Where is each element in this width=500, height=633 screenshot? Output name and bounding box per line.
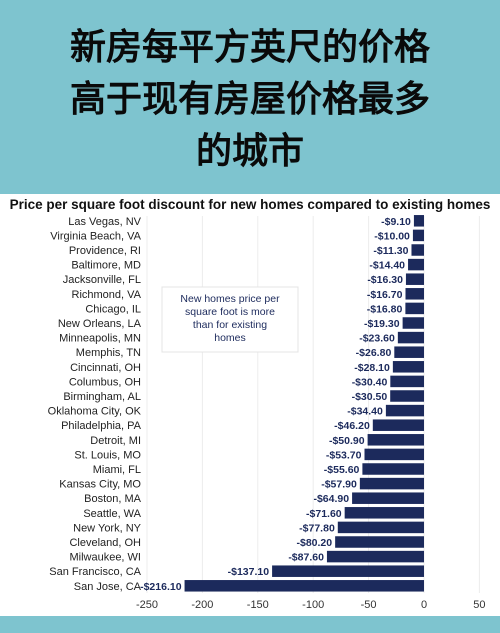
value-label: -$55.60 xyxy=(324,464,360,476)
category-label: New York, NY xyxy=(73,522,142,534)
value-label: -$71.60 xyxy=(306,508,342,520)
category-label: Baltimore, MD xyxy=(71,260,141,272)
bar xyxy=(337,521,424,534)
bar xyxy=(364,448,424,461)
x-tick-label: -150 xyxy=(247,599,269,611)
bar xyxy=(272,565,424,577)
value-label: -$16.30 xyxy=(367,274,403,286)
bar xyxy=(405,288,424,300)
category-label: Virginia Beach, VA xyxy=(50,230,141,242)
category-label: Boston, MA xyxy=(84,493,142,505)
bar xyxy=(412,229,424,242)
value-label: -$64.90 xyxy=(313,493,349,505)
value-label: -$30.40 xyxy=(352,376,388,388)
value-label: -$87.60 xyxy=(288,552,324,564)
value-label: -$34.40 xyxy=(347,406,383,418)
gridlines xyxy=(146,216,480,593)
annotation-box: New homes price per square foot is more th… xyxy=(161,286,299,353)
category-label: Richmond, VA xyxy=(72,289,142,301)
bar xyxy=(359,477,424,490)
bar xyxy=(352,492,424,504)
bar xyxy=(390,375,424,388)
category-label: Philadelphia, PA xyxy=(61,420,142,432)
bar xyxy=(335,536,424,548)
bar xyxy=(408,258,424,271)
category-label: Jacksonville, FL xyxy=(63,274,141,286)
category-label: Memphis, TN xyxy=(76,347,141,359)
value-label: -$9.10 xyxy=(381,216,411,228)
x-axis-ticks: -250 -200 -150 -100 -50 0 50 xyxy=(136,599,486,611)
bar xyxy=(397,331,424,344)
category-label: Miami, FL xyxy=(93,464,141,476)
value-label: -$30.50 xyxy=(352,391,388,403)
headline-line-3: 的城市 xyxy=(195,131,304,172)
bar xyxy=(411,244,424,256)
bars: Las Vegas, NV -$9.10 Virginia Beach, VA -$1… xyxy=(48,215,424,593)
value-label: -$80.20 xyxy=(297,537,333,549)
value-label: -$137.10 xyxy=(228,566,270,578)
value-label: -$28.10 xyxy=(354,362,390,374)
category-label: Oklahoma City, OK xyxy=(48,406,142,418)
category-label: Birmingham, AL xyxy=(63,391,141,403)
value-label: -$10.00 xyxy=(374,230,410,242)
category-label: Seattle, WA xyxy=(83,508,141,520)
value-label: -$16.70 xyxy=(367,289,403,301)
category-label: Kansas City, MO xyxy=(59,479,141,491)
headline-line-1: 新房每平方英尺的价格 xyxy=(69,27,430,68)
headline-line-2: 高于现有房屋价格最多 xyxy=(69,79,430,120)
category-label: Minneapolis, MN xyxy=(59,333,141,345)
bar xyxy=(390,390,424,402)
footer-band xyxy=(0,616,500,633)
x-tick-label: -250 xyxy=(136,599,158,611)
value-label: -$16.80 xyxy=(367,303,403,315)
bar xyxy=(326,550,424,563)
value-label: -$14.40 xyxy=(369,260,405,272)
category-label: Columbus, OH xyxy=(69,376,141,388)
bar xyxy=(413,215,424,227)
category-label: Las Vegas, NV xyxy=(68,216,141,228)
x-tick-label: -100 xyxy=(302,599,324,611)
bar xyxy=(344,507,424,519)
bar xyxy=(372,419,424,431)
category-label: New Orleans, LA xyxy=(58,318,142,330)
category-label: Cleveland, OH xyxy=(69,537,141,549)
value-label: -$11.30 xyxy=(373,245,408,257)
category-label: San Jose, CA xyxy=(74,581,142,593)
category-label: Detroit, MI xyxy=(90,435,141,447)
bar xyxy=(394,346,424,358)
chart-title: Price per square foot discount for new h… xyxy=(9,197,491,212)
value-label: -$50.90 xyxy=(329,435,365,447)
bar xyxy=(385,404,424,417)
value-label: -$57.90 xyxy=(321,479,357,491)
x-tick-label: 50 xyxy=(473,599,485,611)
value-label: -$77.80 xyxy=(299,522,335,534)
value-label: -$53.70 xyxy=(326,449,362,461)
headline-banner: 新房每平方英尺的价格 高于现有房屋价格最多 的城市 xyxy=(0,0,500,192)
value-label: -$46.20 xyxy=(334,420,370,432)
bar xyxy=(367,434,424,446)
category-label: St. Louis, MO xyxy=(74,449,141,461)
category-label: Milwaukee, WI xyxy=(69,552,141,564)
value-label: -$23.60 xyxy=(359,333,395,345)
x-tick-label: -200 xyxy=(191,599,213,611)
bar xyxy=(405,302,424,315)
x-tick-label: -50 xyxy=(361,599,377,611)
bar xyxy=(402,317,424,329)
bar xyxy=(362,463,424,475)
bar xyxy=(184,580,424,592)
category-label: Chicago, IL xyxy=(85,303,141,315)
category-label: Cincinnati, OH xyxy=(70,362,141,374)
bar xyxy=(405,273,424,285)
value-label: -$216.10 xyxy=(140,581,182,593)
category-label: Providence, RI xyxy=(69,245,141,257)
value-label: -$19.30 xyxy=(364,318,400,330)
category-label: San Francisco, CA xyxy=(49,566,141,578)
x-tick-label: 0 xyxy=(421,599,427,611)
bar xyxy=(392,361,424,373)
value-label: -$26.80 xyxy=(356,347,392,359)
